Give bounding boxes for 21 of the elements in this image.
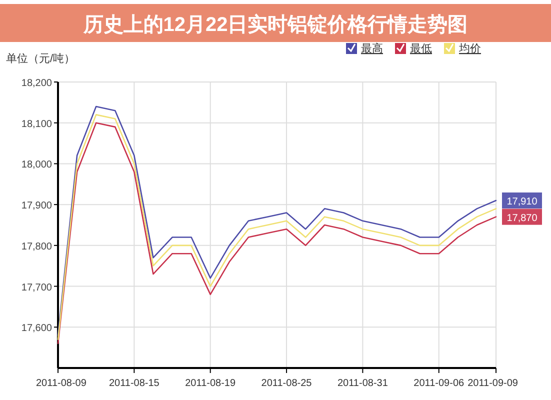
annotation: 17,910 bbox=[506, 196, 538, 208]
annotation: 17,870 bbox=[506, 212, 538, 224]
y-tick-label: 17,700 bbox=[21, 282, 52, 294]
y-tick-label: 18,000 bbox=[21, 160, 52, 171]
x-tick-label: 2011-09-09 bbox=[468, 378, 518, 389]
x-tick-label: 2011-08-15 bbox=[108, 378, 160, 389]
x-tick-label: 2011-09-06 bbox=[414, 378, 465, 389]
y-tick-label: 17,800 bbox=[21, 241, 52, 252]
x-tick-label: 2011-08-31 bbox=[337, 378, 388, 389]
legend-label: 均价 bbox=[458, 43, 481, 55]
y-axis-title: 单位（元/吨） bbox=[6, 52, 76, 65]
legend-label: 最低 bbox=[410, 43, 432, 55]
chart-title: 历史上的12月22日实时铝锭价格行情走势图 bbox=[82, 13, 468, 36]
x-tick-label: 2011-08-09 bbox=[36, 378, 87, 389]
y-tick-label: 17,900 bbox=[21, 200, 52, 212]
y-tick-label: 17,600 bbox=[21, 323, 52, 334]
legend-label: 最高 bbox=[361, 42, 383, 55]
y-tick-label: 18,100 bbox=[21, 118, 52, 130]
y-tick-label: 18,200 bbox=[21, 78, 52, 89]
x-tick-label: 2011-08-25 bbox=[261, 378, 312, 389]
x-tick-label: 2011-08-19 bbox=[185, 378, 236, 389]
